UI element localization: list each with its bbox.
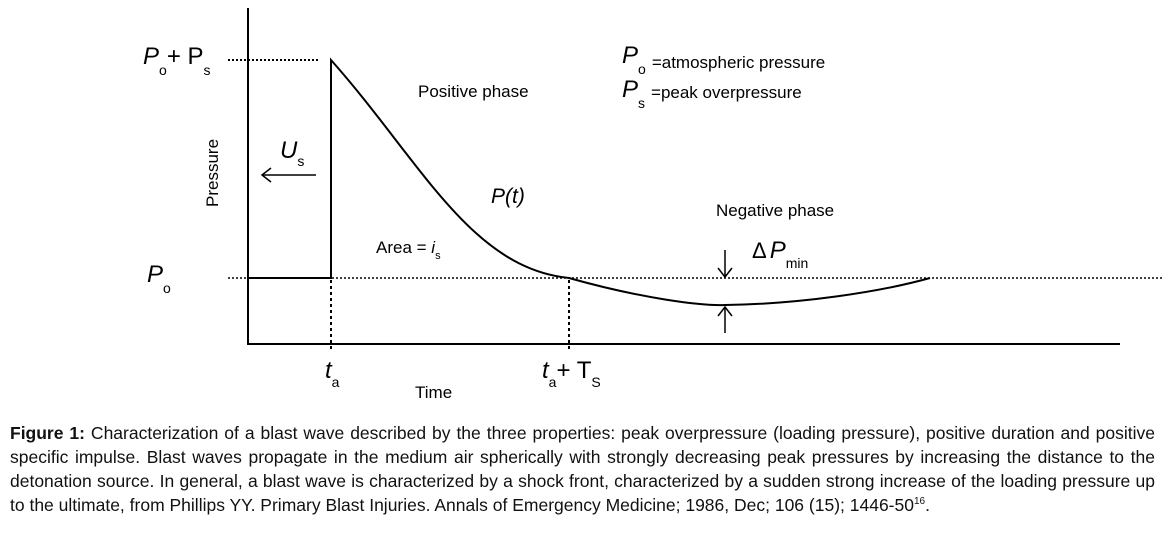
us-arrow-head-icon xyxy=(260,167,272,183)
positive-phase-label: Positive phase xyxy=(418,82,529,101)
tick-ta-ts-label: ta+ TS xyxy=(542,357,601,390)
x-axis-label: Time xyxy=(415,383,452,402)
pressure-curve xyxy=(248,57,931,307)
arrow-up-icon xyxy=(717,305,733,317)
tick-ta-label: ta xyxy=(325,357,340,390)
y-axis-label: Pressure xyxy=(203,139,222,207)
figure-caption-reference: 16 xyxy=(913,496,926,508)
legend-atmospheric: Po =atmospheric pressure xyxy=(622,42,825,77)
y-label-atmospheric: Po xyxy=(147,261,171,296)
arrow-down-icon xyxy=(717,267,733,279)
figure-caption-text: Characterization of a blast wave describ… xyxy=(10,423,1155,515)
negative-phase-label: Negative phase xyxy=(716,201,834,220)
area-label: Area = is xyxy=(376,238,441,262)
y-label-peak: Po+ Ps xyxy=(143,43,211,78)
curve-label: P(t) xyxy=(491,185,525,208)
figure-caption-label: Figure 1: xyxy=(10,423,85,443)
delta-pmin-label: Δ Pmin xyxy=(752,237,808,271)
figure-caption-end: . xyxy=(925,495,930,515)
legend-peak-overpressure: Ps=peak overpressure xyxy=(622,76,802,111)
us-label: Us xyxy=(280,137,304,169)
blast-wave-diagram: Po+ Ps Po Pressure Us Positive phase Po =… xyxy=(143,8,1162,402)
figure-caption: Figure 1: Characterization of a blast wa… xyxy=(10,421,1155,517)
